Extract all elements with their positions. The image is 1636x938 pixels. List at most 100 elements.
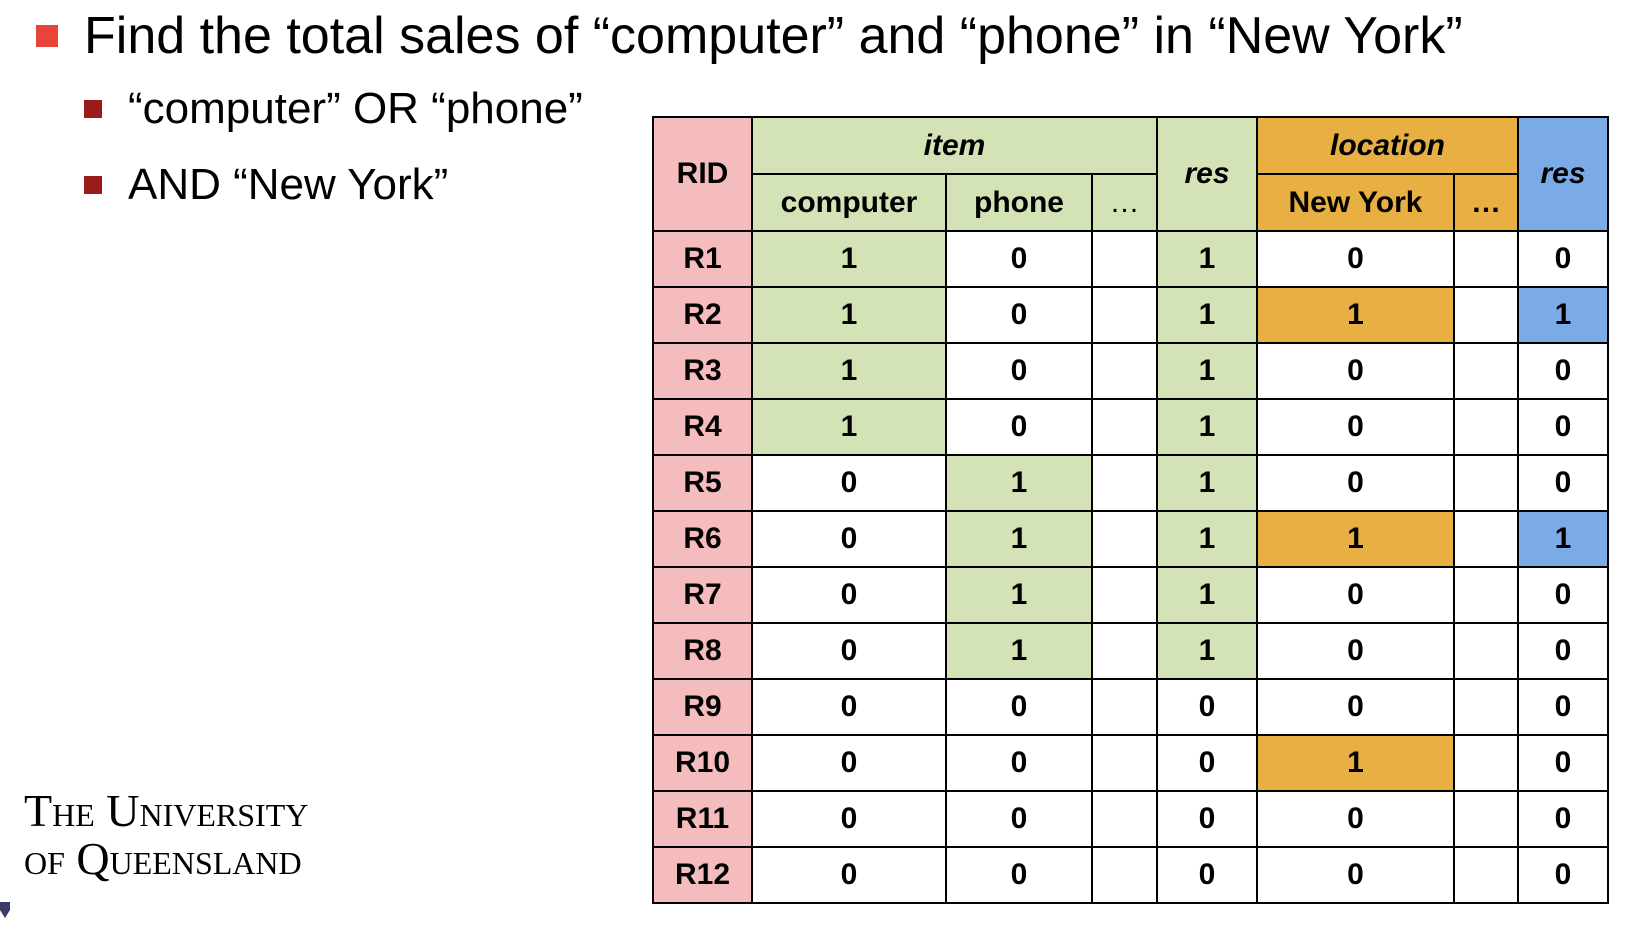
- new-york-cell: 1: [1256, 286, 1455, 344]
- phone-cell: 0: [945, 734, 1093, 792]
- column-header-item-more: …: [1091, 173, 1158, 232]
- rid-cell: R11: [652, 790, 753, 848]
- rid-cell: R4: [652, 398, 753, 456]
- new-york-cell: 0: [1256, 622, 1455, 680]
- rid-header: RID: [652, 116, 753, 232]
- phone-cell: 0: [945, 286, 1093, 344]
- sub-bullet-and: AND “New York”: [84, 160, 448, 210]
- res-and-cell: 0: [1517, 622, 1609, 680]
- location-more-cell: [1453, 846, 1519, 904]
- location-more-cell: [1453, 286, 1519, 344]
- computer-cell: 0: [751, 622, 947, 680]
- phone-cell: 1: [945, 454, 1093, 512]
- location-group-header: location: [1256, 116, 1519, 175]
- location-more-cell: [1453, 790, 1519, 848]
- square-bullet-icon: [84, 100, 102, 118]
- rid-cell: R10: [652, 734, 753, 792]
- phone-cell: 0: [945, 342, 1093, 400]
- res-or-cell: 1: [1156, 286, 1258, 344]
- table-row: R5 0 1 1 0 0: [652, 454, 1609, 512]
- res-header-or: res: [1156, 116, 1258, 232]
- new-york-cell: 0: [1256, 454, 1455, 512]
- location-more-cell: [1453, 398, 1519, 456]
- res-or-cell: 1: [1156, 398, 1258, 456]
- location-more-cell: [1453, 678, 1519, 736]
- phone-cell: 0: [945, 678, 1093, 736]
- phone-cell: 0: [945, 230, 1093, 288]
- res-and-cell: 0: [1517, 566, 1609, 624]
- res-and-cell: 0: [1517, 398, 1609, 456]
- res-and-cell: 0: [1517, 454, 1609, 512]
- item-more-cell: [1091, 230, 1158, 288]
- computer-cell: 0: [751, 734, 947, 792]
- table-row: R9 0 0 0 0 0: [652, 678, 1609, 736]
- computer-cell: 1: [751, 398, 947, 456]
- res-or-cell: 1: [1156, 454, 1258, 512]
- computer-cell: 0: [751, 510, 947, 568]
- res-and-cell: 0: [1517, 678, 1609, 736]
- res-and-cell: 1: [1517, 286, 1609, 344]
- new-york-cell: 0: [1256, 846, 1455, 904]
- computer-cell: 0: [751, 790, 947, 848]
- heading-text: Find the total sales of “computer” and “…: [84, 7, 1463, 65]
- res-and-cell: 0: [1517, 230, 1609, 288]
- res-or-cell: 0: [1156, 734, 1258, 792]
- location-more-cell: [1453, 734, 1519, 792]
- phone-cell: 1: [945, 622, 1093, 680]
- item-more-cell: [1091, 510, 1158, 568]
- new-york-cell: 1: [1256, 734, 1455, 792]
- sub-bullet-or: “computer” OR “phone”: [84, 84, 583, 134]
- sub-bullet-text: “computer” OR “phone”: [128, 84, 583, 133]
- location-more-cell: [1453, 342, 1519, 400]
- crest-icon: [0, 902, 10, 918]
- column-header-computer: computer: [751, 173, 947, 232]
- rid-cell: R6: [652, 510, 753, 568]
- res-and-cell: 0: [1517, 790, 1609, 848]
- res-or-cell: 1: [1156, 342, 1258, 400]
- res-and-cell: 0: [1517, 846, 1609, 904]
- location-more-cell: [1453, 454, 1519, 512]
- rid-cell: R3: [652, 342, 753, 400]
- logo-line-2: of Queensland: [24, 833, 302, 884]
- item-more-cell: [1091, 678, 1158, 736]
- phone-cell: 0: [945, 398, 1093, 456]
- item-more-cell: [1091, 734, 1158, 792]
- item-more-cell: [1091, 790, 1158, 848]
- rid-cell: R8: [652, 622, 753, 680]
- rid-cell: R5: [652, 454, 753, 512]
- rid-cell: R2: [652, 286, 753, 344]
- computer-cell: 1: [751, 230, 947, 288]
- res-header-and: res: [1517, 116, 1609, 232]
- item-more-cell: [1091, 566, 1158, 624]
- computer-cell: 0: [751, 566, 947, 624]
- sub-bullet-text: AND “New York”: [128, 160, 449, 209]
- phone-cell: 0: [945, 846, 1093, 904]
- new-york-cell: 0: [1256, 566, 1455, 624]
- item-more-cell: [1091, 846, 1158, 904]
- res-or-cell: 1: [1156, 230, 1258, 288]
- location-more-cell: [1453, 566, 1519, 624]
- computer-cell: 0: [751, 678, 947, 736]
- item-more-cell: [1091, 398, 1158, 456]
- item-more-cell: [1091, 342, 1158, 400]
- university-logo: The University of Queensland: [0, 785, 380, 938]
- location-more-cell: [1453, 510, 1519, 568]
- res-and-cell: 0: [1517, 342, 1609, 400]
- table-row: R4 1 0 1 0 0: [652, 398, 1609, 456]
- column-header-location-more: …: [1453, 173, 1519, 232]
- computer-cell: 0: [751, 846, 947, 904]
- computer-cell: 1: [751, 342, 947, 400]
- table-row: R7 0 1 1 0 0: [652, 566, 1609, 624]
- table-row: R6 0 1 1 1 1: [652, 510, 1609, 568]
- res-or-cell: 0: [1156, 846, 1258, 904]
- new-york-cell: 0: [1256, 678, 1455, 736]
- new-york-cell: 0: [1256, 230, 1455, 288]
- res-and-cell: 0: [1517, 734, 1609, 792]
- phone-cell: 1: [945, 510, 1093, 568]
- rid-cell: R1: [652, 230, 753, 288]
- res-or-cell: 1: [1156, 510, 1258, 568]
- square-bullet-icon: [36, 25, 58, 47]
- new-york-cell: 0: [1256, 342, 1455, 400]
- column-header-new-york: New York: [1256, 173, 1455, 232]
- location-more-cell: [1453, 622, 1519, 680]
